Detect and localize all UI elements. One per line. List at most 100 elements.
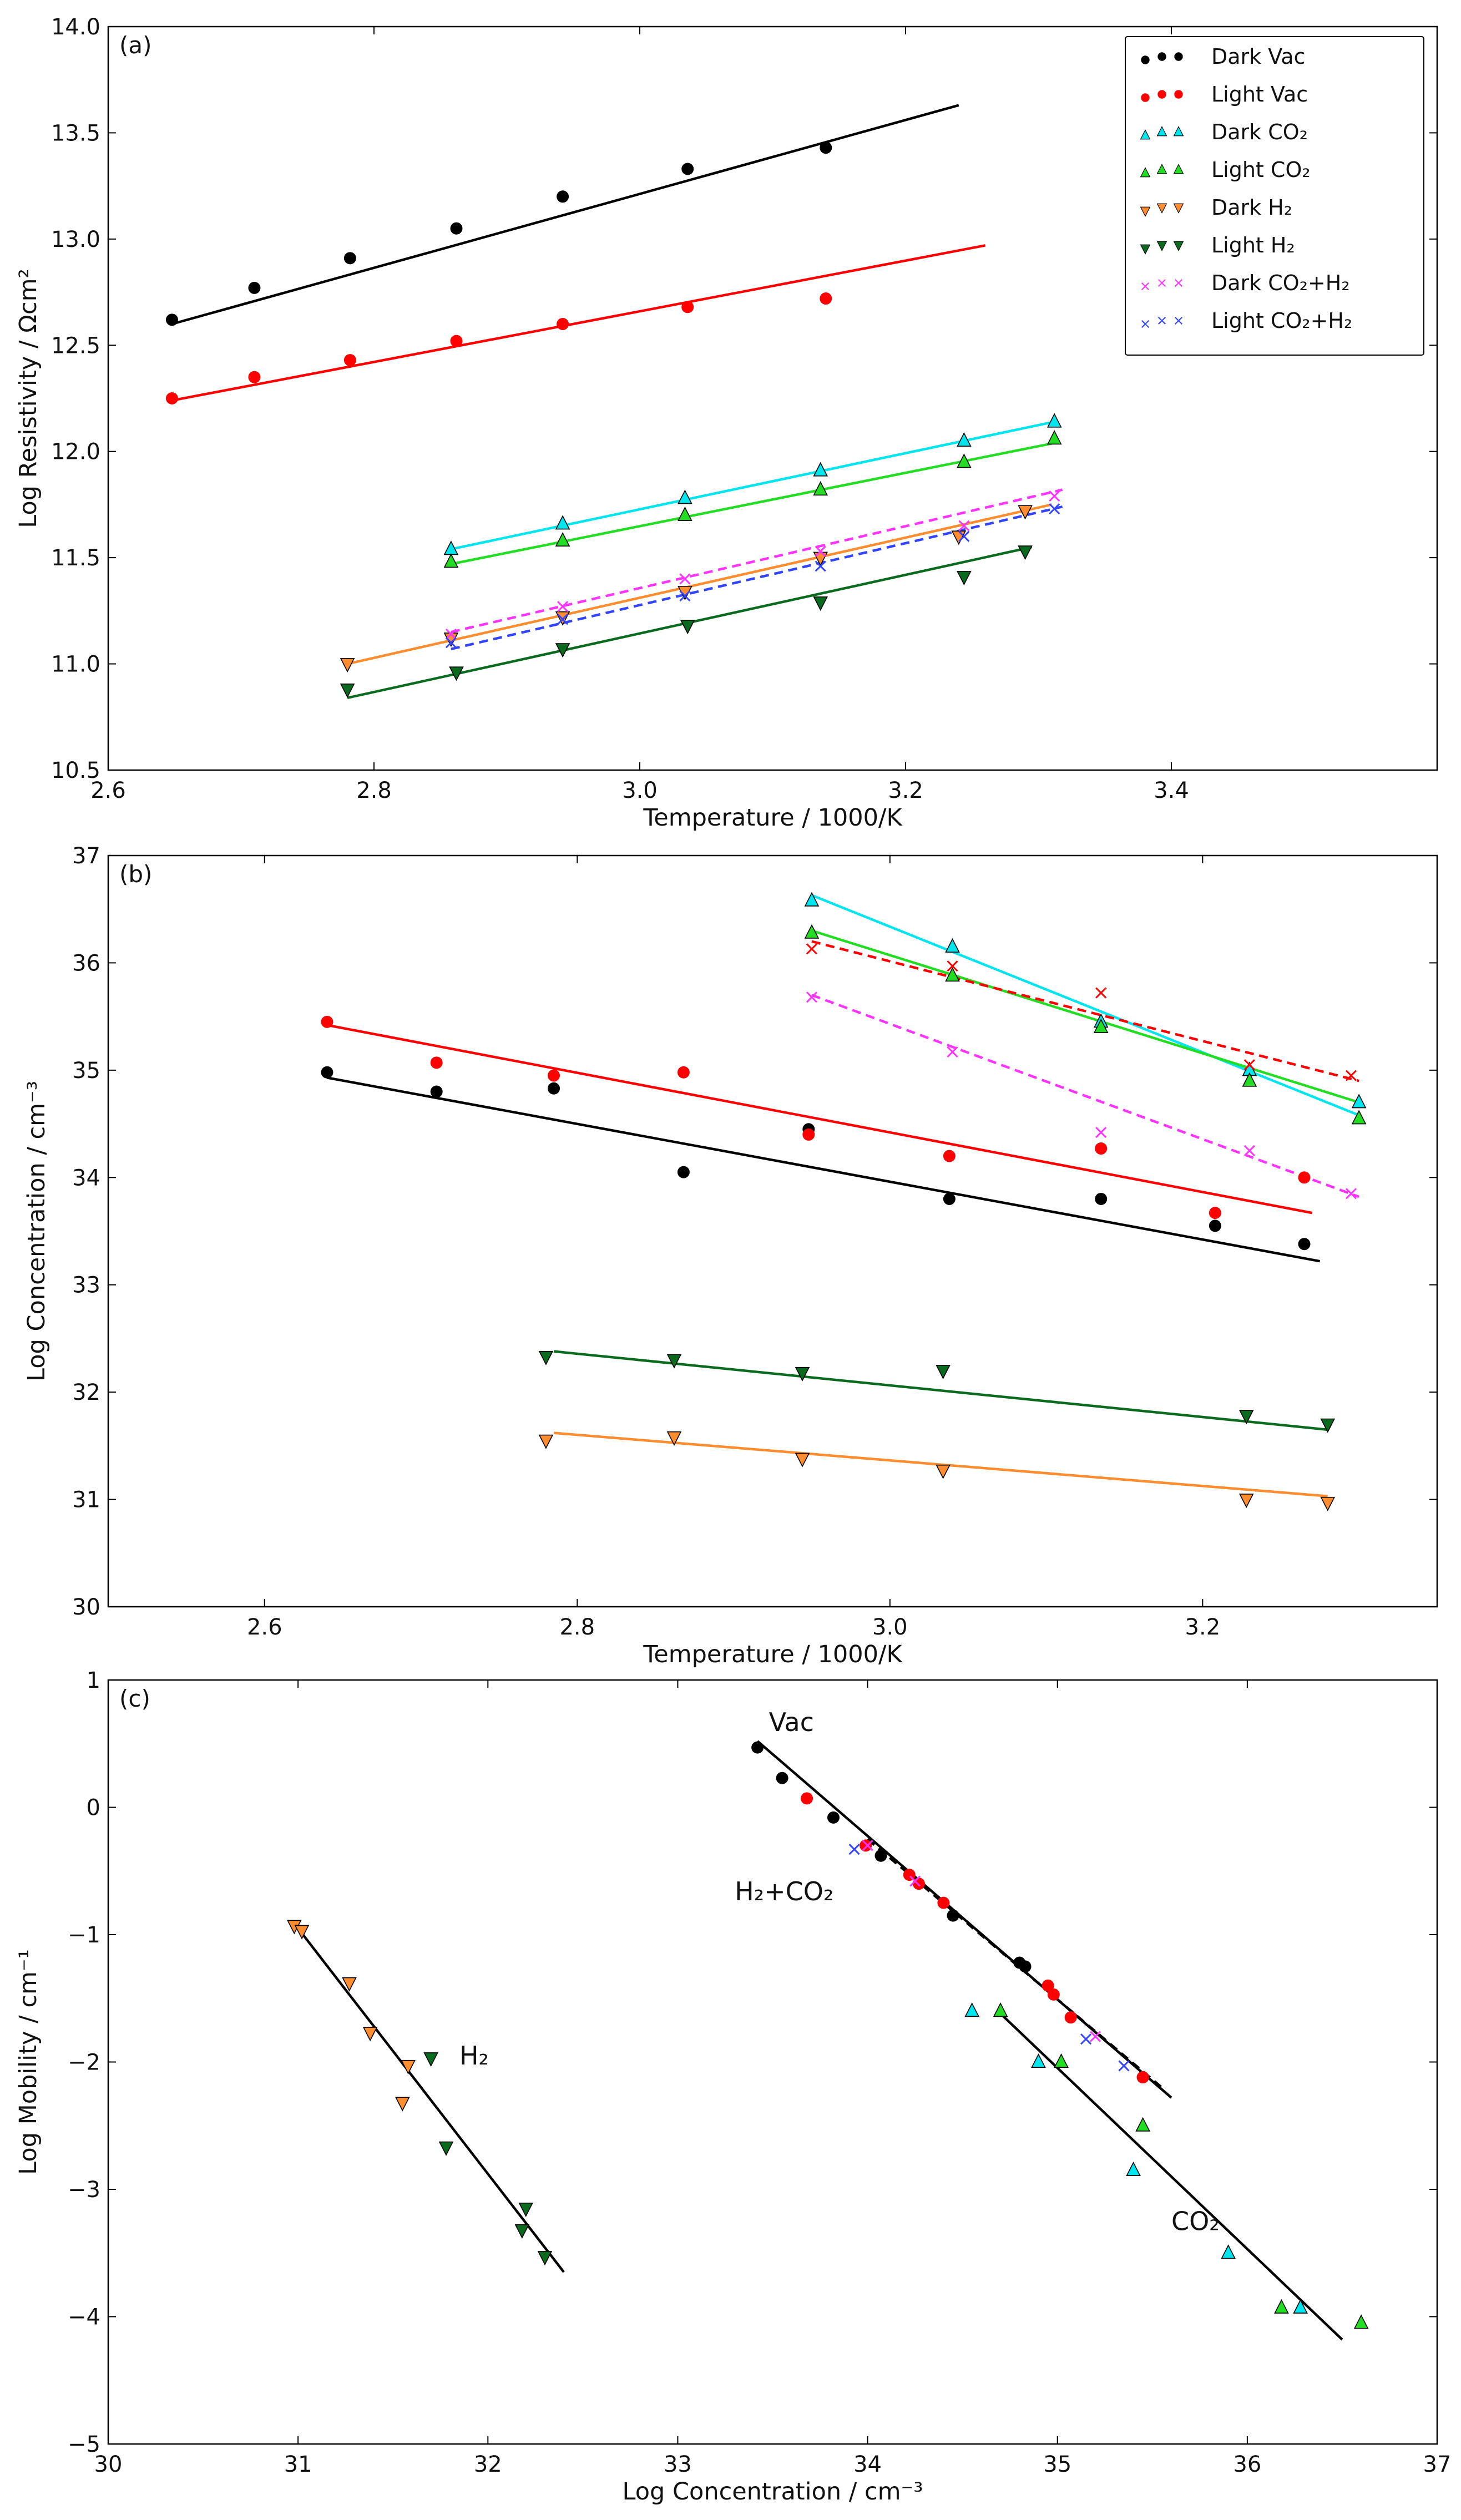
legend-marker — [1157, 90, 1166, 99]
y-tick-label: 36 — [72, 950, 100, 976]
data-point — [1209, 1207, 1221, 1219]
y-tick-label: −4 — [68, 2305, 100, 2330]
legend-label: Dark CO₂+H₂ — [1211, 271, 1350, 295]
x-tick-label: 2.6 — [247, 1615, 282, 1640]
data-point — [430, 1056, 443, 1069]
y-tick-label: −2 — [68, 2050, 100, 2076]
x-axis-label: Temperature / 1000/K — [643, 1641, 903, 1668]
data-point — [248, 371, 261, 383]
data-point — [957, 571, 972, 586]
data-point — [1274, 2299, 1289, 2314]
legend-label: Dark H₂ — [1211, 195, 1292, 220]
data-point — [936, 1364, 951, 1380]
legend-marker — [1156, 203, 1167, 214]
legend-marker — [1140, 244, 1151, 255]
x-tick-label: 3.2 — [888, 778, 923, 803]
data-point — [678, 489, 692, 504]
data-point — [343, 252, 356, 265]
data-point — [443, 553, 459, 568]
fit-line-h2-fit — [297, 1927, 565, 2273]
data-point — [1095, 1142, 1108, 1155]
fit-line-dark-co2-fit — [811, 894, 1359, 1117]
annotation-h2-co2: H₂+CO₂ — [735, 1876, 833, 1906]
legend-item-light-co2: Light CO₂ — [1140, 158, 1311, 182]
data-point — [1298, 1171, 1311, 1184]
legend-label: Dark CO₂ — [1211, 120, 1308, 144]
data-point — [1042, 1979, 1054, 1992]
data-point — [1095, 1126, 1107, 1138]
data-point — [1054, 2053, 1069, 2068]
x-tick-label: 2.8 — [356, 778, 392, 803]
data-point — [557, 614, 569, 625]
data-point — [548, 1069, 560, 1082]
series-light-h2 — [423, 2052, 553, 2266]
data-point — [1031, 2053, 1046, 2068]
data-point — [943, 1192, 956, 1205]
data-point — [666, 1431, 682, 1446]
legend-marker — [1173, 126, 1184, 136]
fit-line-dark-vac-fit — [171, 104, 959, 326]
legend-marker — [1174, 279, 1183, 287]
data-point — [1243, 1059, 1255, 1071]
legend-marker — [1174, 316, 1183, 325]
y-tick-label: 35 — [72, 1058, 100, 1084]
legend-marker — [1141, 55, 1150, 64]
panel-c: 30 31 32 33 34 35 36 37 −5 −4 −3 −2 −1 0 1 Log Concentr… — [14, 1668, 1451, 2506]
data-point — [450, 335, 463, 347]
y-tick-label: 13.0 — [51, 227, 100, 252]
series-dark-h2 — [286, 1920, 416, 2112]
data-point — [557, 190, 569, 203]
data-point — [1136, 2071, 1149, 2084]
data-point — [1095, 1192, 1108, 1205]
data-point — [1095, 987, 1107, 999]
data-point — [340, 658, 355, 673]
data-point — [802, 1128, 815, 1141]
data-point — [936, 1464, 951, 1479]
annotation-co2: CO₂ — [1171, 2206, 1220, 2236]
y-tick-label: 13.5 — [51, 120, 100, 146]
data-point — [340, 684, 355, 699]
data-point — [937, 1896, 950, 1909]
data-point — [776, 1772, 788, 1784]
data-point — [1345, 1188, 1357, 1200]
data-point — [548, 1082, 560, 1095]
data-point — [1221, 2244, 1236, 2259]
legend-marker — [1157, 316, 1166, 325]
data-point — [450, 222, 463, 235]
data-point — [958, 530, 970, 542]
x-tick-label: 30 — [94, 2452, 123, 2477]
x-tick-label: 31 — [284, 2452, 312, 2477]
series-light-h2 — [340, 545, 1033, 699]
data-point — [820, 141, 832, 154]
data-point — [957, 432, 972, 447]
y-tick-label: 30 — [72, 1595, 100, 1620]
legend-item-light-h2: Light H₂ — [1140, 233, 1295, 257]
data-point — [666, 1354, 682, 1369]
data-point — [1298, 1238, 1311, 1251]
y-tick-label: −1 — [68, 1922, 100, 1948]
data-point — [947, 1046, 958, 1058]
plot-area — [286, 1740, 1369, 2341]
data-point — [1018, 505, 1033, 520]
data-point — [438, 2141, 454, 2156]
fit-line-dark-h2-fit — [553, 1431, 1328, 1498]
series-dark-co2-h2 — [445, 490, 1060, 640]
data-point — [801, 1792, 813, 1805]
data-point — [321, 1015, 333, 1028]
data-point — [874, 1849, 887, 1862]
series-light-vac — [165, 292, 832, 404]
data-point — [1209, 1219, 1221, 1232]
x-axis-label: Temperature / 1000/K — [643, 804, 903, 832]
series-dark-h2 — [538, 1431, 1336, 1511]
fit-line-dark-vac-fit — [327, 1076, 1321, 1263]
data-point — [514, 2224, 530, 2239]
data-point — [678, 507, 692, 522]
panel-label: (b) — [119, 861, 152, 888]
data-point — [445, 637, 457, 649]
data-point — [362, 2027, 378, 2042]
data-point — [909, 1875, 921, 1887]
data-point — [813, 462, 828, 477]
fit-line-dark-h2-fit — [347, 503, 1052, 665]
legend-item-dark-co2-h2: Dark CO₂+H₂ — [1141, 271, 1350, 295]
plot-area — [165, 104, 1063, 700]
